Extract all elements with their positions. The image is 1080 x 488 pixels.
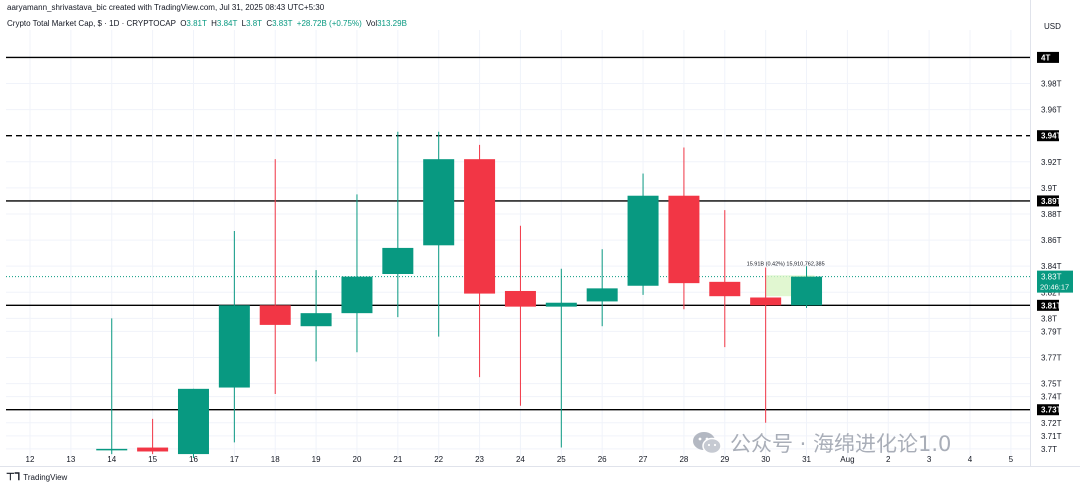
candle-body [709,281,741,297]
y-tick-label: 3.72T [1041,419,1062,428]
y-tick-label: 3.79T [1041,327,1062,336]
candle-body [750,297,782,306]
y-tick-label: 3.74T [1041,393,1062,402]
x-tick-label: 2 [886,455,891,464]
open-label: O [180,19,187,28]
x-tick-label: 24 [516,455,525,464]
level-badge [1037,299,1059,311]
x-tick-label: 26 [598,455,607,464]
candle-body [341,276,373,314]
tv-mark-icon: ⊤⅂ [6,472,21,483]
close-label: C [266,19,273,28]
level-label: 3.73T [1041,406,1062,415]
last-price-badge [1037,270,1073,293]
x-tick-label: 20 [353,455,362,464]
y-tick-label: 3.96T [1041,106,1062,115]
x-tick-label: 31 [802,455,811,464]
candle-body [259,305,291,325]
level-label: 3.94T [1041,132,1062,141]
close-value: 3.83T [272,19,293,28]
last-price-label: 3.83T [1041,273,1062,282]
tradingview-logo[interactable]: ⊤⅂ TradingView [6,472,67,483]
measure-label: 15.91B (0.42%) 15,910,762,385 [747,261,825,267]
candle-body [177,388,209,455]
y-tick-label: 3.8T [1041,314,1057,323]
x-tick-label: 19 [312,455,321,464]
x-tick-label: 12 [26,455,35,464]
y-tick-label: 3.98T [1041,80,1062,89]
x-tick-label: 27 [639,455,648,464]
candle-body [423,159,455,246]
level-badge [1037,51,1059,63]
x-tick-label: 14 [107,455,116,464]
y-tick-label: 3.75T [1041,380,1062,389]
y-tick-label: 3.9T [1041,184,1057,193]
level-label: 4T [1041,53,1050,62]
x-tick-label: 15 [148,455,157,464]
y-tick-label: 3.86T [1041,236,1062,245]
level-label: 3.89T [1041,197,1062,206]
high-label: H [211,19,217,28]
candle-body [218,305,250,388]
level-badge [1037,195,1059,207]
x-tick-label: 17 [230,455,239,464]
candle-body [627,195,659,286]
y-tick-label: 3.82T [1041,288,1062,297]
level-badge [1037,404,1059,416]
attribution-label: aaryamann_shrivastava_bic created with T… [7,3,325,12]
low-label: L [241,19,247,28]
y-tick-label: 3.77T [1041,354,1062,363]
level-label: 3.81T [1041,301,1062,310]
open-value: 3.81T [186,19,207,28]
candle-body [137,447,169,452]
x-tick-label: 28 [679,455,688,464]
x-tick-label: 21 [393,455,402,464]
candle-body [382,247,414,275]
y-tick-label: 3.92T [1041,158,1062,167]
candle-body [504,290,536,307]
ohlc-legend: Crypto Total Market Cap, $ · 1D · CRYPTO… [7,19,409,28]
x-tick-label: 3 [927,455,932,464]
y-tick-label: 3.88T [1041,210,1062,219]
tradingview-logo-text: TradingView [23,473,68,482]
symbol-title[interactable]: Crypto Total Market Cap, $ · 1D · CRYPTO… [7,19,176,28]
x-tick-label: 22 [434,455,443,464]
x-tick-label: 5 [1009,455,1014,464]
x-tick-label: 25 [557,455,566,464]
x-tick-label: 13 [66,455,75,464]
candle-body [300,313,332,327]
wechat-icon [693,432,722,455]
x-tick-label: Aug [840,455,854,464]
x-tick-label: 4 [968,455,973,464]
watermark-text: 公众号 · 海绵进化论1.0 [730,432,952,456]
countdown-label: 20:46:17 [1040,283,1069,292]
low-value: 3.8T [246,19,263,28]
vol-label: Vol [365,19,378,28]
candle-body [464,159,496,294]
x-tick-label: 23 [475,455,484,464]
level-badge [1037,130,1059,142]
candle-body [791,276,823,306]
attribution-text: aaryamann_shrivastava_bic created with T… [7,3,326,12]
watermark: 公众号 · 海绵进化论1.0 [692,428,951,458]
change-value: +28.72B (+0.75%) [296,19,362,28]
currency-label[interactable]: USD [1044,22,1061,31]
x-tick-label: 18 [271,455,280,464]
candle-body [545,302,577,307]
x-tick-label: 16 [189,455,198,464]
x-tick-label: 30 [761,455,770,464]
vol-value: 313.29B [377,19,407,28]
x-tick-label: 29 [720,455,729,464]
y-tick-label: 3.71T [1041,432,1062,441]
candle-body [96,448,128,451]
y-tick-label: 3.84T [1041,262,1062,271]
y-tick-label: 3.7T [1041,445,1057,454]
high-value: 3.84T [216,19,238,28]
candle-body [586,288,618,302]
candle-body [668,195,700,284]
